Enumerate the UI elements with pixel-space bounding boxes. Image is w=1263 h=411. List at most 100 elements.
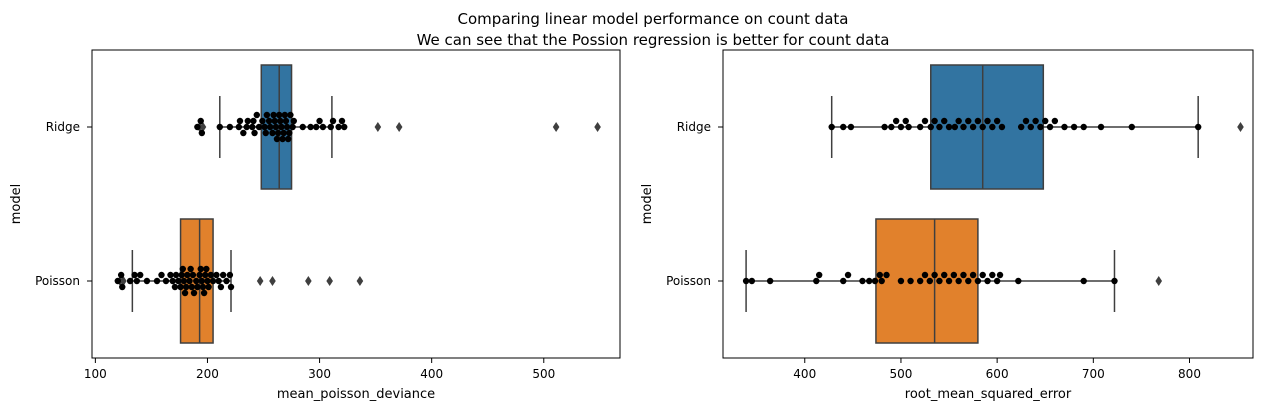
- poisson-swarm-point: [766, 277, 774, 285]
- ridge-swarm-point: [284, 135, 292, 143]
- poisson-flier: [1155, 276, 1163, 286]
- poisson-swarm-point: [198, 277, 206, 285]
- ridge-swarm-point: [289, 123, 296, 131]
- poisson-swarm-point: [175, 277, 182, 285]
- poisson-swarm-point: [188, 283, 195, 291]
- ridge-swarm-point: [921, 117, 929, 125]
- deviance-y-tick-label: Ridge: [46, 120, 80, 134]
- ridge-swarm-point: [341, 123, 348, 131]
- ridge-swarm-point: [979, 123, 986, 131]
- poisson-swarm-point: [171, 283, 179, 291]
- poisson-swarm-point: [203, 265, 210, 273]
- poisson-swarm-point: [227, 283, 235, 291]
- rmse-y-tick-label: Ridge: [677, 120, 711, 134]
- ridge-swarm-point: [273, 135, 281, 143]
- poisson-swarm-point: [162, 277, 170, 285]
- poisson-swarm-point: [143, 277, 151, 285]
- poisson-swarm-point: [996, 271, 1004, 279]
- ridge-swarm-point: [280, 129, 287, 137]
- poisson-swarm-point: [226, 271, 234, 279]
- poisson-swarm-point: [742, 277, 750, 285]
- ridge-swarm-point: [194, 123, 201, 131]
- poisson-swarm-point: [916, 277, 924, 285]
- poisson-swarm-point: [993, 277, 1001, 285]
- poisson-swarm-point: [158, 271, 165, 279]
- poisson-swarm-point: [117, 271, 125, 279]
- ridge-swarm-point: [1042, 117, 1049, 125]
- ridge-flier: [552, 122, 560, 132]
- deviance-y-tick-label: Poisson: [35, 274, 80, 288]
- ridge-flier: [199, 122, 207, 132]
- poisson-swarm-point: [202, 271, 209, 279]
- ridge-flier: [1237, 122, 1244, 132]
- poisson-swarm-point: [167, 271, 174, 279]
- ridge-swarm-point: [897, 123, 905, 131]
- ridge-swarm-point: [989, 123, 996, 131]
- poisson-swarm-point: [205, 283, 212, 291]
- poisson-swarm-point: [131, 271, 138, 279]
- ridge-swarm-point: [1080, 123, 1087, 131]
- ridge-swarm-point: [299, 123, 306, 131]
- ridge-swarm-point: [253, 111, 260, 119]
- ridge-swarm-point: [269, 129, 276, 137]
- poisson-flier: [256, 276, 264, 286]
- poisson-swarm-point: [114, 277, 121, 285]
- ridge-swarm-point: [1022, 117, 1030, 125]
- poisson-swarm-point: [897, 277, 905, 285]
- ridge-swarm-point: [267, 123, 274, 131]
- ridge-swarm-point: [251, 129, 258, 137]
- poisson-swarm-point: [813, 277, 820, 285]
- ridge-swarm-point: [283, 123, 291, 131]
- poisson-swarm-point: [1080, 277, 1087, 285]
- poisson-swarm-point: [989, 271, 996, 279]
- poisson-swarm-point: [921, 271, 929, 279]
- deviance-y-axis-label: model: [9, 184, 24, 224]
- poisson-swarm-point: [181, 289, 189, 297]
- poisson-swarm-point: [969, 271, 977, 279]
- ridge-swarm-point: [261, 123, 268, 131]
- poisson-swarm-point: [907, 277, 914, 285]
- ridge-swarm-point: [1032, 117, 1039, 125]
- ridge-swarm-point: [279, 135, 286, 143]
- poisson-swarm-point: [974, 277, 982, 285]
- rmse-axes-frame: [722, 49, 1254, 359]
- poisson-swarm-point: [844, 271, 852, 279]
- ridge-swarm-point: [960, 123, 967, 131]
- ridge-swarm-point: [278, 123, 285, 131]
- ridge-swarm-point: [984, 117, 991, 125]
- ridge-swarm-point: [936, 123, 943, 131]
- poisson-swarm-point: [866, 277, 873, 285]
- ridge-swarm-point: [993, 117, 1001, 125]
- rmse-x-tick-label: 400: [793, 367, 816, 381]
- ridge-swarm-point: [287, 111, 294, 119]
- poisson-swarm-point: [1111, 277, 1118, 285]
- ridge-flier: [594, 122, 601, 132]
- ridge-swarm-point: [945, 123, 953, 131]
- poisson-swarm-point: [207, 271, 215, 279]
- ridge-swarm-point: [282, 117, 290, 125]
- ridge-flier: [395, 122, 403, 132]
- ridge-swarm-point: [1051, 117, 1059, 125]
- ridge-swarm-point: [249, 123, 256, 131]
- poisson-swarm-point: [215, 277, 222, 285]
- poisson-flier: [305, 276, 312, 286]
- poisson-swarm-point: [955, 277, 962, 285]
- ridge-swarm-point: [951, 123, 959, 131]
- poisson-swarm-point: [984, 277, 991, 285]
- ridge-swarm-point: [905, 123, 912, 131]
- ridge-swarm-point: [236, 117, 244, 125]
- poisson-swarm-point: [840, 277, 847, 285]
- deviance-x-tick-label: 400: [420, 367, 443, 381]
- ridge-swarm-point: [847, 123, 855, 131]
- ridge-swarm-point: [255, 123, 263, 131]
- ridge-swarm-point: [197, 117, 204, 125]
- poisson-swarm-point: [209, 277, 217, 285]
- poisson-flier: [120, 276, 127, 286]
- ridge-swarm-point: [892, 117, 900, 125]
- poisson-flier: [356, 276, 364, 286]
- poisson-swarm-point: [178, 271, 185, 279]
- poisson-swarm-point: [193, 277, 200, 285]
- ridge-swarm-point: [281, 111, 289, 119]
- ridge-swarm-point: [840, 123, 847, 131]
